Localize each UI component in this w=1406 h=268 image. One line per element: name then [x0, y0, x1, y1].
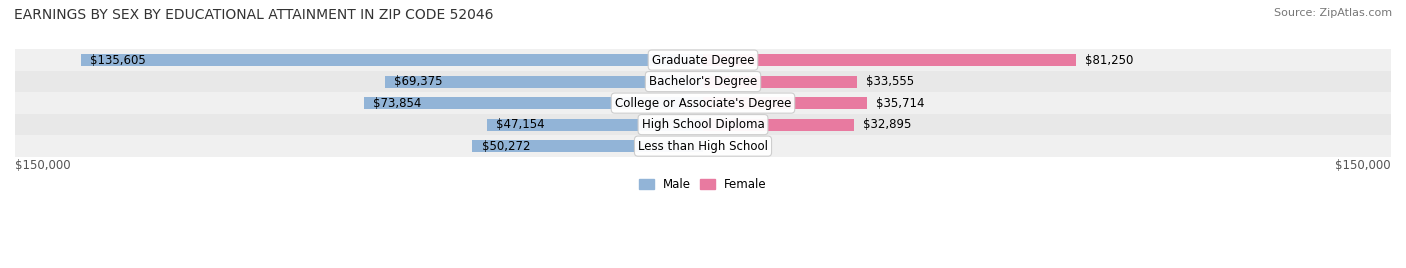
- Text: EARNINGS BY SEX BY EDUCATIONAL ATTAINMENT IN ZIP CODE 52046: EARNINGS BY SEX BY EDUCATIONAL ATTAINMEN…: [14, 8, 494, 22]
- Text: $33,555: $33,555: [866, 75, 914, 88]
- Bar: [472, 140, 703, 152]
- Text: $47,154: $47,154: [496, 118, 544, 131]
- Bar: [486, 119, 703, 131]
- Bar: [703, 119, 853, 131]
- Bar: [15, 135, 1391, 157]
- Text: College or Associate's Degree: College or Associate's Degree: [614, 96, 792, 110]
- Bar: [703, 76, 856, 88]
- Text: $135,605: $135,605: [90, 54, 146, 66]
- Text: High School Diploma: High School Diploma: [641, 118, 765, 131]
- Bar: [703, 54, 1076, 66]
- Text: $35,714: $35,714: [876, 96, 925, 110]
- Bar: [82, 54, 703, 66]
- Text: $50,272: $50,272: [482, 140, 530, 153]
- Text: $69,375: $69,375: [394, 75, 443, 88]
- Bar: [385, 76, 703, 88]
- Bar: [15, 92, 1391, 114]
- Bar: [15, 71, 1391, 92]
- Text: Source: ZipAtlas.com: Source: ZipAtlas.com: [1274, 8, 1392, 18]
- Legend: Male, Female: Male, Female: [634, 173, 772, 196]
- Bar: [703, 97, 868, 109]
- Bar: [15, 49, 1391, 71]
- Bar: [15, 114, 1391, 135]
- Text: $150,000: $150,000: [15, 159, 70, 173]
- Text: $73,854: $73,854: [374, 96, 422, 110]
- Text: Bachelor's Degree: Bachelor's Degree: [650, 75, 756, 88]
- Bar: [364, 97, 703, 109]
- Text: $32,895: $32,895: [863, 118, 911, 131]
- Text: $81,250: $81,250: [1085, 54, 1133, 66]
- Text: Less than High School: Less than High School: [638, 140, 768, 153]
- Text: Graduate Degree: Graduate Degree: [652, 54, 754, 66]
- Text: $150,000: $150,000: [1336, 159, 1391, 173]
